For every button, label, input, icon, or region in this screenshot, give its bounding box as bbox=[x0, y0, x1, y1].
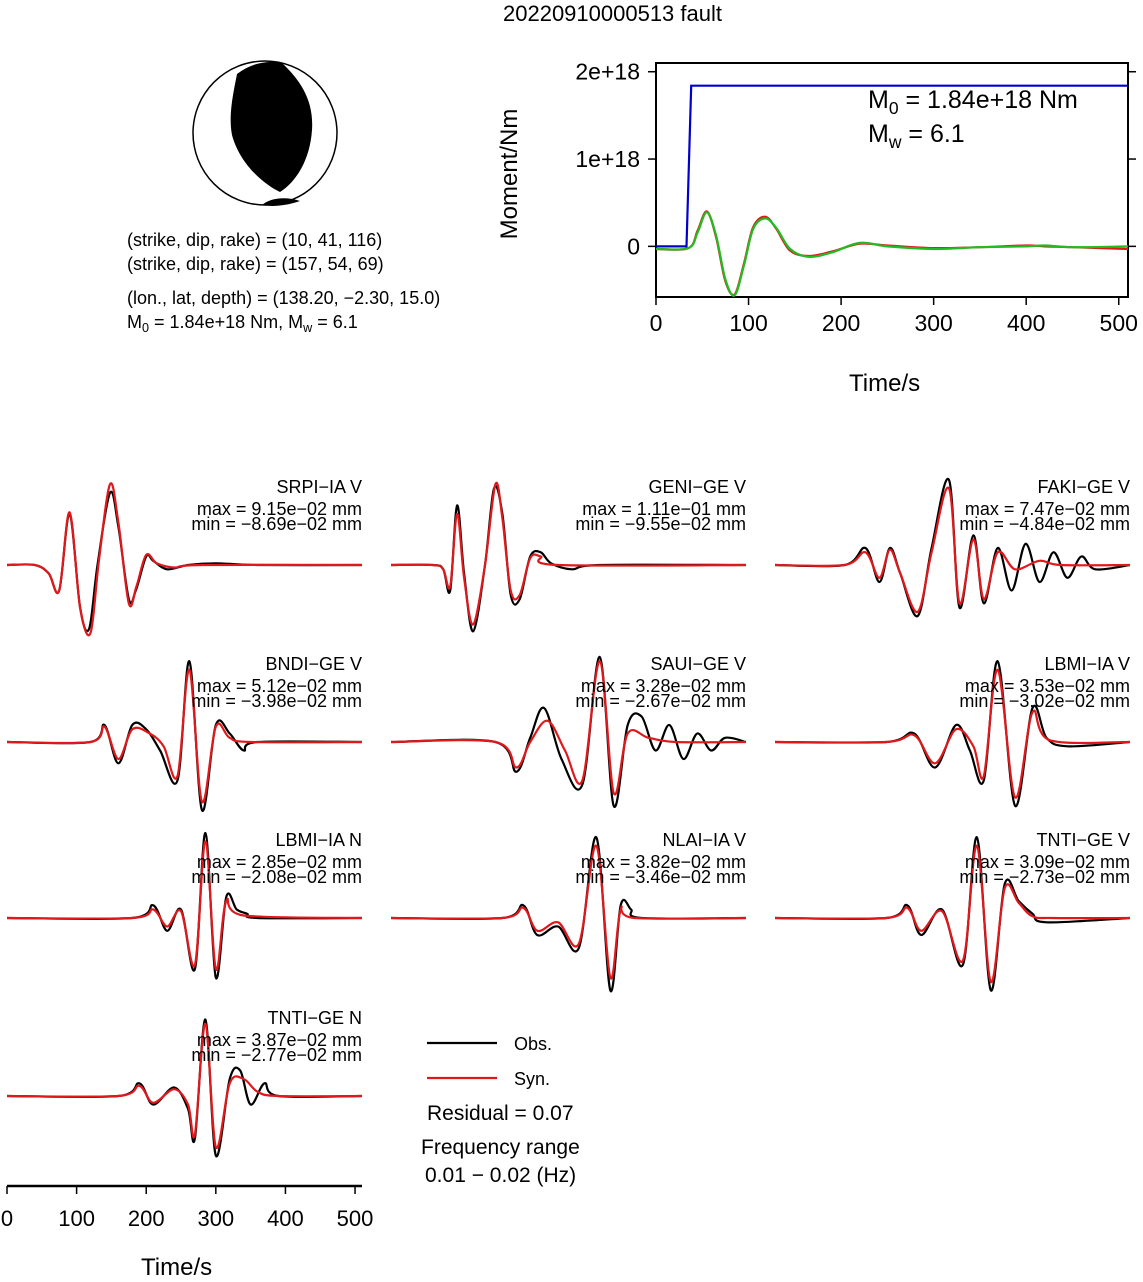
station-max: max = 3.53e−02 mm bbox=[964, 676, 1130, 696]
mw-symbol: M bbox=[868, 120, 889, 148]
station-min: min = −9.55e−02 mm bbox=[575, 514, 746, 534]
moment-value: = 1.84e+18 Nm, M bbox=[149, 312, 304, 332]
m0-symbol: M bbox=[868, 86, 889, 114]
waveform-xtick-label: 300 bbox=[197, 1206, 235, 1231]
station-min: min = −3.46e−02 mm bbox=[575, 867, 746, 887]
station-min: min = −2.08e−02 mm bbox=[191, 867, 362, 887]
moment-xtick-label: 300 bbox=[914, 310, 952, 336]
station-max: max = 5.12e−02 mm bbox=[196, 676, 362, 696]
mw-annotation: Mw = 6.1 bbox=[868, 120, 965, 153]
moment-summary: M0 = 1.84e+18 Nm, Mw = 6.1 bbox=[127, 312, 358, 336]
station-min: min = −2.77e−02 mm bbox=[191, 1045, 362, 1065]
nodal-plane-2: (strike, dip, rake) = (157, 54, 69) bbox=[127, 254, 384, 274]
page-title: 20220910000513 fault bbox=[503, 1, 722, 26]
station-min: min = −8.69e−02 mm bbox=[191, 514, 362, 534]
station-name: TNTI−GE V bbox=[1036, 830, 1130, 850]
mw-sub: w bbox=[303, 321, 313, 336]
compression-quadrant bbox=[230, 62, 313, 193]
waveform-xlabel: Time/s bbox=[141, 1254, 213, 1281]
moment-symbol: M bbox=[127, 312, 142, 332]
station-name: SAUI−GE V bbox=[650, 654, 746, 674]
m0-text: = 1.84e+18 Nm bbox=[898, 86, 1078, 114]
station-name: FAKI−GE V bbox=[1037, 477, 1130, 497]
legend-obs: Obs. bbox=[514, 1034, 553, 1054]
station-name: NLAI−IA V bbox=[662, 830, 746, 850]
moment-ytick-label: 1e+18 bbox=[575, 146, 640, 172]
station-max: max = 3.28e−02 mm bbox=[580, 676, 746, 696]
mw-value: = 6.1 bbox=[312, 312, 358, 332]
frequency-value: 0.01 − 0.02 (Hz) bbox=[425, 1164, 577, 1187]
moment-xtick-label: 200 bbox=[822, 310, 860, 336]
moment-xtick-label: 100 bbox=[729, 310, 767, 336]
legend-syn: Syn. bbox=[514, 1069, 551, 1089]
moment-xtick-label: 500 bbox=[1100, 310, 1138, 336]
station-name: TNTI−GE N bbox=[267, 1008, 362, 1028]
moment-ytick-label: 0 bbox=[627, 233, 640, 259]
frequency-title: Frequency range bbox=[421, 1136, 580, 1159]
moment-sub: 0 bbox=[142, 321, 150, 336]
nodal-plane-1: (strike, dip, rake) = (10, 41, 116) bbox=[127, 230, 383, 250]
mw-sub-annotation: w bbox=[888, 132, 902, 153]
mw-text: = 6.1 bbox=[901, 120, 965, 148]
station-name: SRPI−IA V bbox=[276, 477, 362, 497]
moment-series-moment-rate-green bbox=[655, 211, 1129, 297]
station-name: LBMI−IA N bbox=[275, 830, 362, 850]
waveform-xtick-label: 100 bbox=[58, 1206, 95, 1231]
station-name: LBMI−IA V bbox=[1044, 654, 1130, 674]
station-max: max = 3.82e−02 mm bbox=[580, 852, 746, 872]
moment-xlabel: Time/s bbox=[849, 370, 921, 397]
moment-ylabel: Moment/Nm bbox=[496, 108, 523, 240]
station-max: max = 9.15e−02 mm bbox=[196, 499, 362, 519]
moment-xtick-label: 0 bbox=[650, 310, 663, 336]
waveform-xtick-label: 0 bbox=[0, 1206, 14, 1231]
m0-sub: 0 bbox=[888, 98, 899, 119]
moment-xtick-label: 400 bbox=[1007, 310, 1045, 336]
station-max: max = 3.09e−02 mm bbox=[964, 852, 1130, 872]
waveform-xtick-label: 400 bbox=[267, 1206, 304, 1231]
station-min: min = −2.67e−02 mm bbox=[575, 691, 746, 711]
compression-quadrant-lower bbox=[262, 198, 300, 206]
moment-ytick-label: 2e+18 bbox=[575, 59, 640, 85]
station-min: min = −4.84e−02 mm bbox=[959, 514, 1130, 534]
station-max: max = 3.87e−02 mm bbox=[196, 1030, 362, 1050]
waveform-xtick-label: 500 bbox=[336, 1206, 374, 1231]
station-max: max = 2.85e−02 mm bbox=[196, 852, 362, 872]
m0-annotation: M0 = 1.84e+18 Nm bbox=[868, 86, 1078, 119]
station-name: BNDI−GE V bbox=[265, 654, 362, 674]
residual: Residual = 0.07 bbox=[427, 1102, 574, 1125]
moment-series-moment-rate-red bbox=[655, 210, 1129, 297]
waveform-xtick-label: 200 bbox=[127, 1206, 165, 1231]
station-max: max = 7.47e−02 mm bbox=[964, 499, 1130, 519]
station-min: min = −3.02e−02 mm bbox=[959, 691, 1130, 711]
station-min: min = −2.73e−02 mm bbox=[959, 867, 1130, 887]
station-min: min = −3.98e−02 mm bbox=[191, 691, 362, 711]
source-location: (lon., lat, depth) = (138.20, −2.30, 15.… bbox=[127, 288, 441, 308]
station-name: GENI−GE V bbox=[648, 477, 746, 497]
station-max: max = 1.11e−01 mm bbox=[582, 499, 746, 519]
